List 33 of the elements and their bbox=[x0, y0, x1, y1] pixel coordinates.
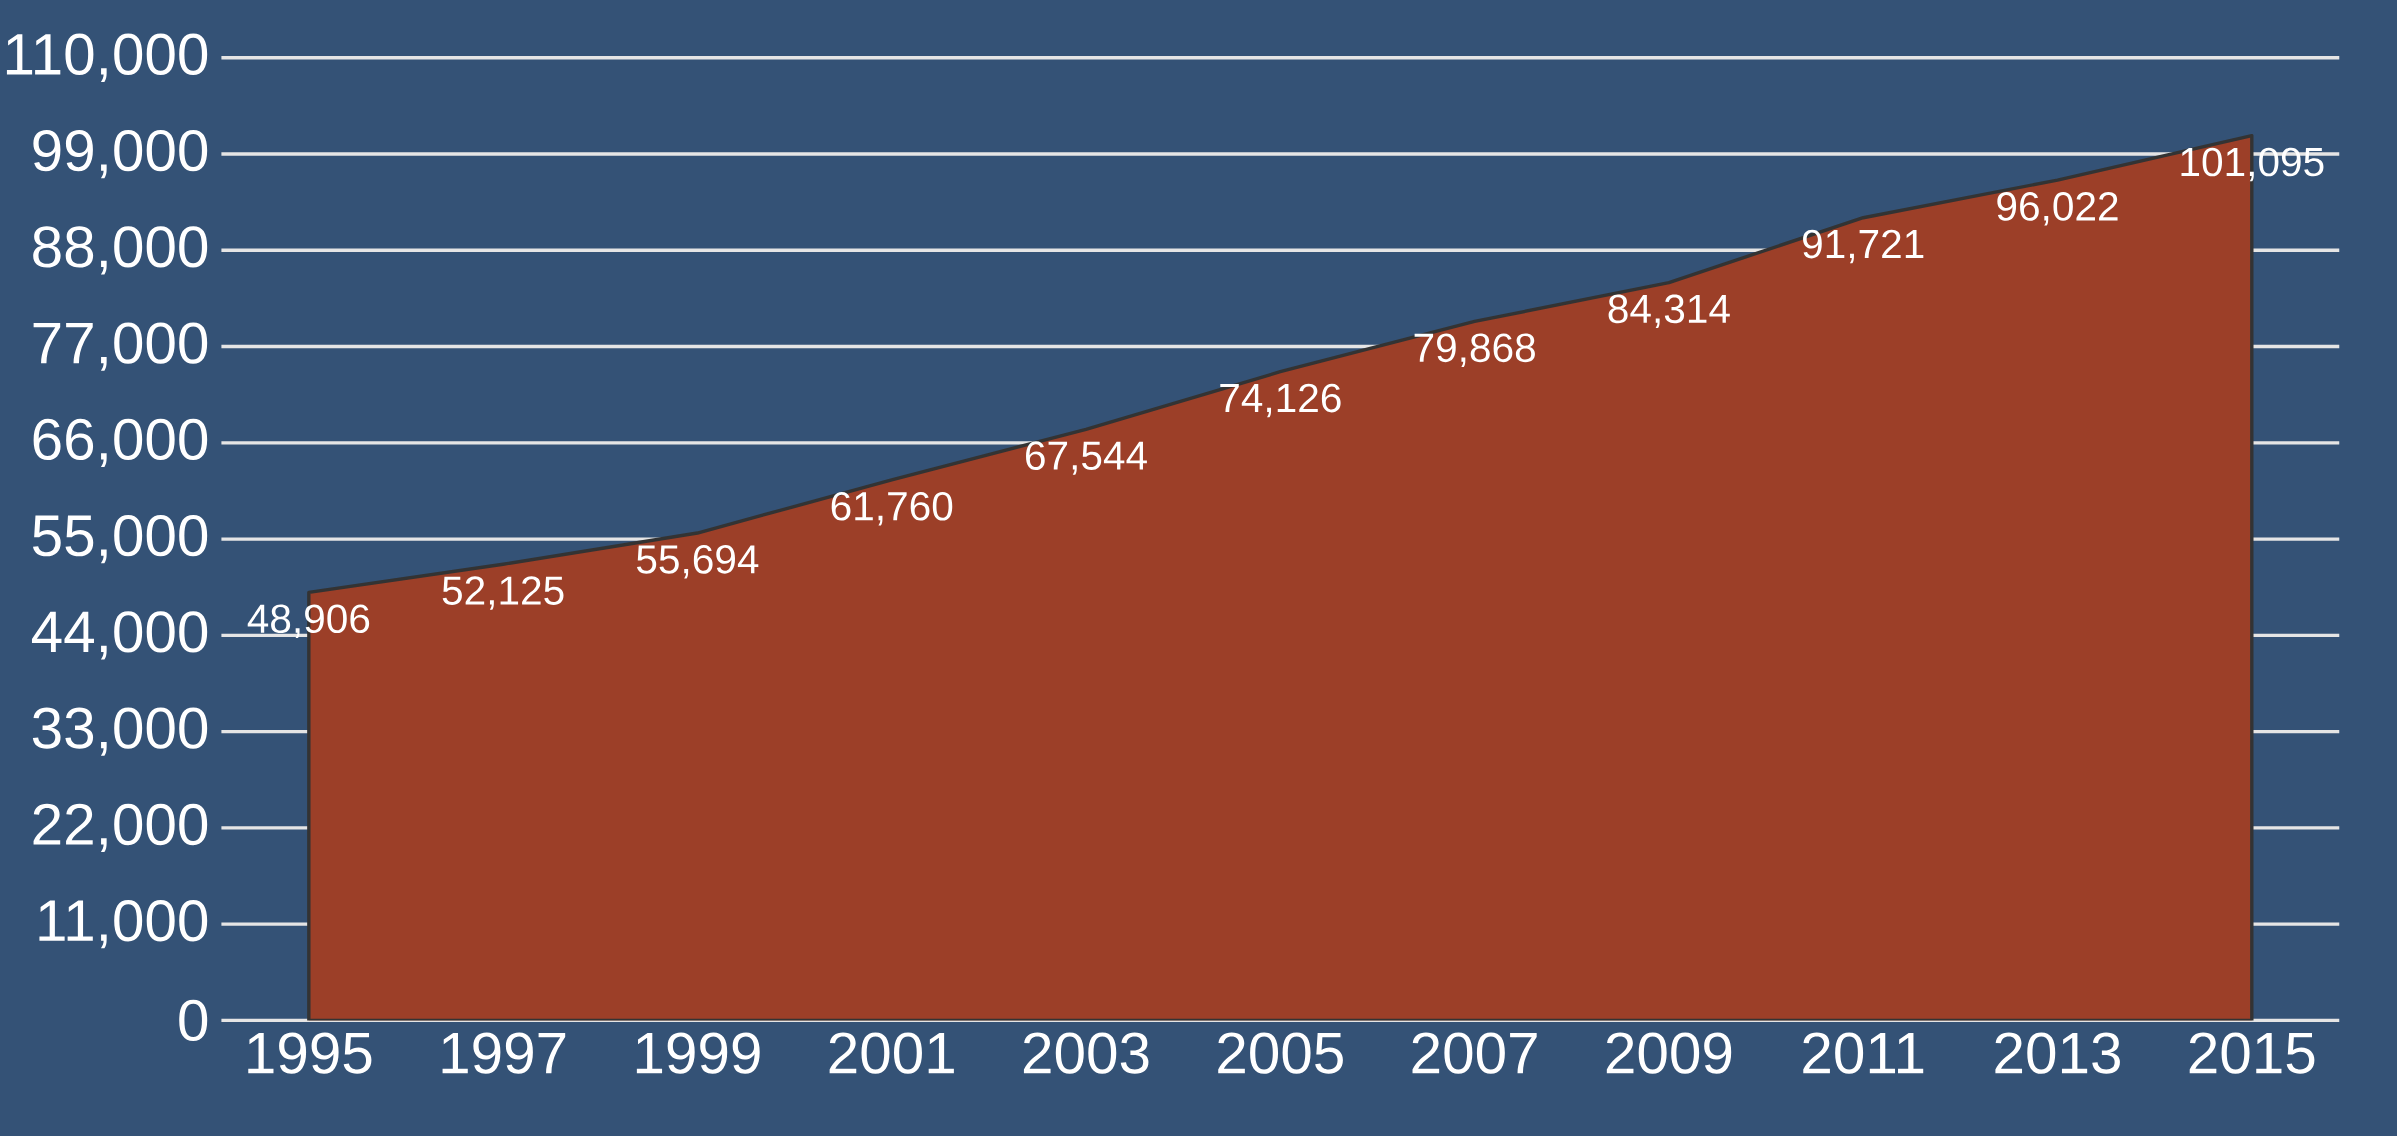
x-tick-label: 2013 bbox=[1995, 1032, 2120, 1074]
y-tick-label: 0 bbox=[179, 999, 208, 1042]
x-tick-label: 2007 bbox=[1412, 1032, 1537, 1074]
y-tick-label: 11,000 bbox=[39, 900, 208, 949]
data-label: 101,095 bbox=[2181, 147, 2324, 182]
x-tick-label: 1995 bbox=[248, 1032, 372, 1074]
x-tick-label: 2011 bbox=[1803, 1032, 1924, 1074]
x-tick-label: 1999 bbox=[636, 1032, 760, 1074]
data-label: 55,694 bbox=[637, 545, 759, 579]
x-tick-label: 2005 bbox=[1218, 1032, 1343, 1074]
data-label: 61,760 bbox=[831, 491, 953, 526]
x-tick-label: 2015 bbox=[2189, 1032, 2315, 1074]
data-label: 79,868 bbox=[1414, 333, 1535, 367]
y-tick-label: 99,000 bbox=[33, 129, 208, 179]
x-tick-label: 1997 bbox=[442, 1032, 566, 1074]
data-label: 74,126 bbox=[1220, 383, 1341, 418]
data-label: 67,544 bbox=[1026, 441, 1147, 475]
data-label: 91,721 bbox=[1803, 229, 1924, 264]
y-tick-label: 55,000 bbox=[32, 514, 208, 564]
x-tick-label: 2009 bbox=[1606, 1032, 1732, 1074]
data-label: 84,314 bbox=[1608, 294, 1730, 329]
x-tick-label: 2003 bbox=[1023, 1032, 1149, 1074]
y-tick-label: 44,000 bbox=[31, 611, 208, 660]
data-label: 52,125 bbox=[442, 576, 564, 610]
y-tick-label: 110,000 bbox=[6, 33, 208, 82]
y-tick-label: 33,000 bbox=[32, 707, 208, 756]
y-tick-label: 88,000 bbox=[33, 226, 208, 275]
y-tick-label: 22,000 bbox=[33, 803, 208, 853]
x-tick-label: 2001 bbox=[829, 1032, 954, 1074]
y-tick-label: 66,000 bbox=[33, 418, 208, 467]
y-tick-label: 77,000 bbox=[33, 322, 208, 371]
data-label: 48,906 bbox=[247, 604, 370, 638]
data-label: 96,022 bbox=[1997, 192, 2118, 226]
